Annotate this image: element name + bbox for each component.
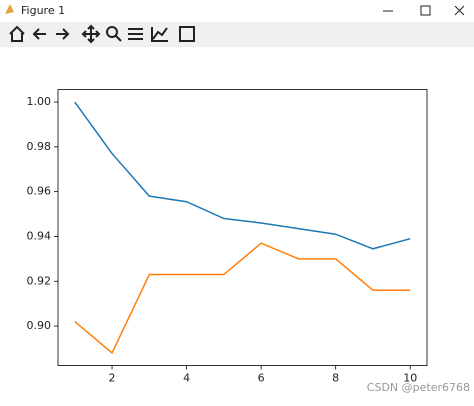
- data-line: [74, 242, 411, 355]
- zoom-button[interactable]: [106, 26, 118, 38]
- maximize-button[interactable]: [420, 5, 431, 16]
- zoom-handle: [115, 35, 122, 42]
- pan-button[interactable]: [81, 24, 101, 44]
- title-bar: [0, 0, 474, 21]
- close-button[interactable]: [454, 5, 465, 16]
- x-tick-label: 4: [183, 372, 190, 385]
- y-tick-label: 1.00: [27, 95, 52, 108]
- y-tick-label: 0.96: [27, 185, 52, 198]
- forward-button[interactable]: [56, 28, 70, 40]
- y-tick-label: 0.90: [27, 319, 52, 332]
- x-tick-label: 8: [332, 372, 339, 385]
- y-tick-label: 0.94: [27, 229, 52, 242]
- x-tick-label: 6: [258, 372, 265, 385]
- app-icon: [5, 4, 14, 14]
- x-tick-label: 10: [403, 372, 417, 385]
- data-line: [74, 101, 411, 250]
- y-tick-label: 0.98: [27, 140, 52, 153]
- edit-button[interactable]: [151, 27, 168, 42]
- configure-button[interactable]: [128, 28, 143, 40]
- x-tick-label: 2: [109, 372, 116, 385]
- window-title: Figure 1: [21, 4, 65, 17]
- home-button[interactable]: [9, 25, 25, 42]
- y-tick-label: 0.92: [27, 274, 52, 287]
- watermark: CSDN @peter6768: [367, 381, 470, 394]
- back-button[interactable]: [32, 28, 46, 40]
- save-button[interactable]: [179, 26, 195, 42]
- toolbar: [0, 22, 474, 47]
- plot-frame: [57, 89, 428, 366]
